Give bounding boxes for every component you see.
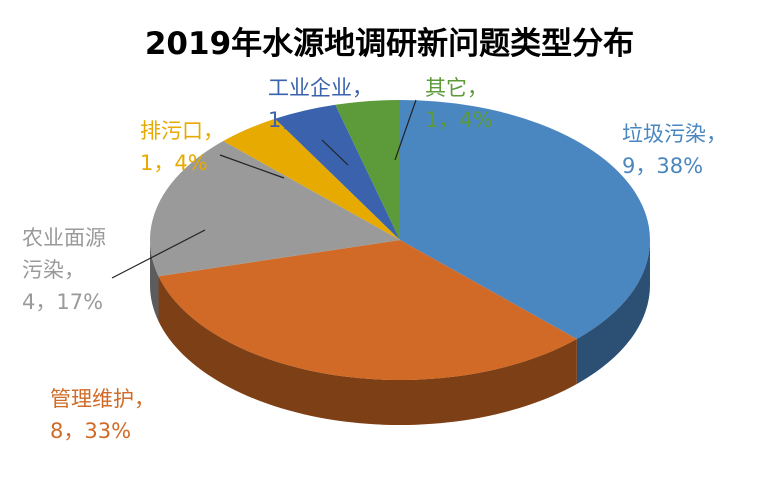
slice xyxy=(400,100,651,339)
category-label: 农业面源污染， xyxy=(22,226,106,282)
slice xyxy=(150,141,400,277)
slice xyxy=(158,240,577,380)
slice xyxy=(275,104,400,240)
slice-side xyxy=(150,240,159,322)
value-label: 1，4% xyxy=(268,108,336,132)
leader-line xyxy=(394,99,417,161)
value-label: 1，4% xyxy=(425,108,493,132)
data-label: 其它， 1，4% xyxy=(425,72,525,136)
slice-side xyxy=(576,240,650,384)
slice xyxy=(223,118,400,240)
category-label: 垃圾污染， xyxy=(622,122,727,146)
data-label: 垃圾污染， 9，38% xyxy=(622,118,772,182)
leader-line xyxy=(111,229,206,279)
side-shade xyxy=(158,276,577,425)
leader-line xyxy=(219,154,285,179)
category-label: 其它， xyxy=(425,76,488,100)
category-label: 排污口， xyxy=(140,119,224,143)
chart-title: 2019年水源地调研新问题类型分布 xyxy=(144,26,635,62)
value-label: 1，4% xyxy=(140,151,208,175)
value-label: 4，17% xyxy=(22,290,104,314)
side-shade xyxy=(576,240,650,384)
value-label: 8，33% xyxy=(50,419,132,443)
category-label: 工业企业， xyxy=(268,76,373,100)
value-label: 9，38% xyxy=(622,154,704,178)
side-shade xyxy=(150,240,159,322)
data-label: 管理维护， 8，33% xyxy=(50,383,200,447)
leader-line xyxy=(321,139,349,166)
data-label: 工业企业， 1，4% xyxy=(268,72,418,136)
slice xyxy=(335,100,400,240)
slice-side xyxy=(158,276,577,425)
data-label: 农业面源污染， 4，17% xyxy=(22,222,114,318)
category-label: 管理维护， xyxy=(50,387,155,411)
data-label: 排污口， 1，4% xyxy=(140,115,260,179)
